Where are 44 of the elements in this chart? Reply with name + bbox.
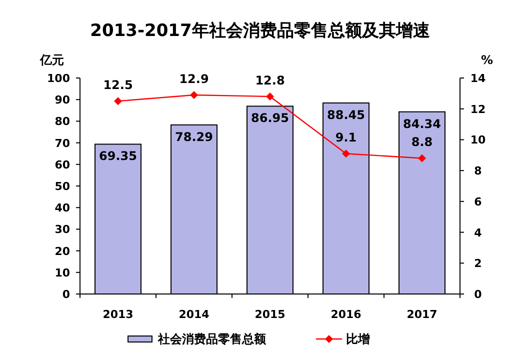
point bbox=[342, 150, 350, 158]
point bbox=[114, 97, 122, 106]
data-label: 9.1 bbox=[335, 130, 357, 145]
y-tick-label: 100 bbox=[47, 72, 70, 85]
data-label: 84.34 bbox=[403, 116, 441, 131]
y2-tick-label: 0 bbox=[474, 288, 482, 301]
data-label: 88.45 bbox=[327, 108, 365, 122]
y2-tick-label: 14 bbox=[470, 72, 486, 85]
y-tick-label: 90 bbox=[54, 94, 70, 107]
data-label: 12.5 bbox=[103, 78, 133, 92]
legend-label: 比增 bbox=[346, 332, 370, 346]
point bbox=[266, 92, 274, 101]
data-label: 8.8 bbox=[411, 135, 433, 150]
x-tick-label: 2014 bbox=[178, 308, 210, 321]
x-tick-label: 2016 bbox=[330, 308, 362, 321]
chart-title: 2013-2017年社会消费品零售总额及其增速 bbox=[90, 21, 430, 41]
y-tick-label: 60 bbox=[54, 158, 70, 172]
point bbox=[190, 90, 198, 99]
data-label: 78.29 bbox=[175, 130, 213, 144]
data-label: 12.8 bbox=[255, 74, 285, 88]
point bbox=[418, 154, 426, 162]
y2-tick-label: 4 bbox=[474, 226, 482, 240]
data-label: 86.95 bbox=[251, 111, 289, 126]
y2-axis-title: % bbox=[480, 53, 494, 67]
y2-tick-label: 12 bbox=[470, 102, 486, 116]
x-tick-label: 2017 bbox=[406, 308, 438, 321]
y2-tick-label: 6 bbox=[474, 195, 482, 208]
y2-tick-label: 10 bbox=[470, 134, 486, 147]
y-axis-title: 亿元 bbox=[39, 53, 64, 67]
y-tick-label: 30 bbox=[54, 223, 70, 236]
y-tick-label: 80 bbox=[54, 115, 70, 128]
x-tick-label: 2013 bbox=[102, 308, 134, 321]
legend-label: 社会消费品零售总额 bbox=[157, 332, 267, 346]
y-tick-label: 0 bbox=[62, 288, 70, 301]
y-tick-label: 70 bbox=[54, 136, 70, 150]
y-tick-label: 20 bbox=[54, 244, 70, 258]
y-tick-label: 50 bbox=[54, 180, 70, 193]
y2-tick-label: 8 bbox=[474, 164, 482, 178]
x-tick-label: 2015 bbox=[254, 308, 286, 321]
y-tick-label: 10 bbox=[54, 266, 70, 280]
y2-tick-label: 2 bbox=[474, 257, 482, 270]
data-label: 12.9 bbox=[179, 72, 209, 86]
y-tick-label: 40 bbox=[54, 202, 70, 215]
data-label: 69.35 bbox=[99, 149, 137, 164]
